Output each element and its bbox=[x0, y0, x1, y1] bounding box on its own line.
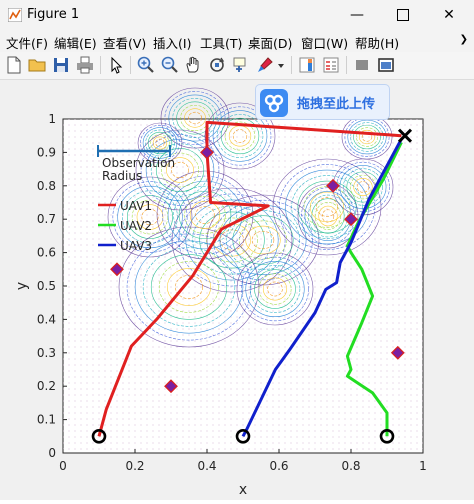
legend: Observation Radius UAV1 UAV2 UAV3 bbox=[97, 145, 179, 253]
start-marker bbox=[379, 428, 395, 444]
y-tick-label: 0 bbox=[48, 446, 56, 460]
x-tick-label: 0.4 bbox=[197, 459, 216, 473]
legend-uav2-label: UAV2 bbox=[120, 219, 152, 233]
toolbar bbox=[0, 52, 474, 80]
menu-help[interactable]: 帮助(H) bbox=[355, 36, 400, 51]
dropdown-icon[interactable] bbox=[276, 55, 286, 75]
target-marker bbox=[164, 379, 178, 394]
trajectory-uav1 bbox=[97, 120, 402, 437]
x-tick-label: 0.8 bbox=[341, 459, 360, 473]
minimize-icon: — bbox=[350, 7, 364, 23]
start-marker bbox=[91, 428, 107, 444]
trajectory-layer bbox=[97, 120, 403, 438]
figure-canvas: 0 0.2 0.4 0.6 0.8 1 0 0.1 0.2 0.3 0.4 0.5 0.6 0.7 0.8… bbox=[0, 80, 474, 500]
y-tick-label: 0.6 bbox=[37, 246, 56, 260]
y-axis: 0 0.1 0.2 0.3 0.4 0.5 0.6 0.7 0.8 0.9 1 bbox=[37, 112, 67, 460]
minimize-button[interactable]: — bbox=[334, 0, 380, 30]
y-tick-label: 0.3 bbox=[37, 346, 56, 360]
menu-view[interactable]: 查看(V) bbox=[103, 36, 147, 51]
new-file-icon[interactable] bbox=[4, 55, 24, 75]
upload-drop-widget[interactable]: 拖拽至此上传 bbox=[255, 84, 390, 120]
brush-icon[interactable] bbox=[255, 55, 275, 75]
show-plot-tools-icon[interactable] bbox=[376, 55, 396, 75]
maximize-icon bbox=[397, 9, 409, 21]
target-marker bbox=[344, 212, 358, 227]
goal-marker bbox=[397, 128, 413, 143]
y-tick-label: 0.4 bbox=[37, 312, 56, 326]
menu-desktop[interactable]: 桌面(D) bbox=[248, 36, 293, 51]
print-icon[interactable] bbox=[75, 55, 95, 75]
y-axis-label: y bbox=[14, 282, 30, 290]
x-axis: 0 0.2 0.4 0.6 0.8 1 bbox=[59, 449, 427, 473]
target-marker bbox=[110, 262, 124, 277]
window-title: Figure 1 bbox=[27, 7, 80, 22]
menu-window[interactable]: 窗口(W) bbox=[301, 36, 349, 51]
data-cursor-icon[interactable] bbox=[231, 55, 251, 75]
title-bar: Figure 1 — ✕ bbox=[0, 0, 474, 30]
chevron-right-icon[interactable]: ❯ bbox=[459, 34, 468, 45]
close-icon: ✕ bbox=[443, 7, 455, 23]
maximize-button[interactable] bbox=[380, 0, 426, 30]
y-tick-label: 0.9 bbox=[37, 145, 56, 159]
x-axis-label: x bbox=[239, 482, 247, 498]
x-tick-label: 0 bbox=[59, 459, 67, 473]
x-tick-label: 0.6 bbox=[269, 459, 288, 473]
menu-insert[interactable]: 插入(I) bbox=[153, 36, 192, 51]
y-tick-label: 0.1 bbox=[37, 413, 56, 427]
menu-file[interactable]: 文件(F) bbox=[6, 36, 48, 51]
start-marker bbox=[235, 428, 251, 444]
hide-plot-tools-icon[interactable] bbox=[352, 55, 372, 75]
colorbar-icon[interactable] bbox=[297, 55, 317, 75]
zoom-in-icon[interactable] bbox=[136, 55, 156, 75]
zoom-out-icon[interactable] bbox=[160, 55, 180, 75]
menu-tools[interactable]: 工具(T) bbox=[200, 36, 243, 51]
legend-icon[interactable] bbox=[321, 55, 341, 75]
x-tick-label: 1 bbox=[419, 459, 427, 473]
y-tick-label: 0.7 bbox=[37, 212, 56, 226]
legend-uav3-label: UAV3 bbox=[120, 239, 152, 253]
target-marker bbox=[390, 345, 405, 360]
target-marker bbox=[326, 178, 340, 193]
legend-uav1-label: UAV1 bbox=[120, 199, 152, 213]
upload-drop-label: 拖拽至此上传 bbox=[297, 97, 376, 112]
y-tick-label: 0.8 bbox=[37, 179, 56, 193]
y-tick-label: 0.5 bbox=[37, 279, 56, 293]
open-folder-icon[interactable] bbox=[27, 55, 47, 75]
target-marker bbox=[200, 145, 214, 160]
marker-layer bbox=[91, 128, 413, 444]
menu-bar: 文件(F) 编辑(E) 查看(V) 插入(I) 工具(T) 桌面(D) 窗口(W… bbox=[0, 30, 474, 52]
menu-edit[interactable]: 编辑(E) bbox=[54, 36, 97, 51]
x-tick-label: 0.2 bbox=[125, 459, 144, 473]
matlab-figure-icon bbox=[8, 8, 22, 22]
trajectory-uav3 bbox=[241, 138, 403, 438]
observation-radius-label: Observation Radius bbox=[102, 156, 179, 183]
close-button[interactable]: ✕ bbox=[426, 0, 472, 30]
baidu-netdisk-icon bbox=[260, 89, 288, 117]
chart-svg: 0 0.2 0.4 0.6 0.8 1 0 0.1 0.2 0.3 0.4 0.5 0.6 0.7 0.8… bbox=[14, 87, 427, 498]
y-tick-label: 1 bbox=[48, 112, 56, 126]
pan-hand-icon[interactable] bbox=[183, 55, 203, 75]
rotate-3d-icon[interactable] bbox=[207, 55, 227, 75]
save-icon[interactable] bbox=[51, 55, 71, 75]
y-tick-label: 0.2 bbox=[37, 379, 56, 393]
pointer-icon[interactable] bbox=[106, 55, 126, 75]
